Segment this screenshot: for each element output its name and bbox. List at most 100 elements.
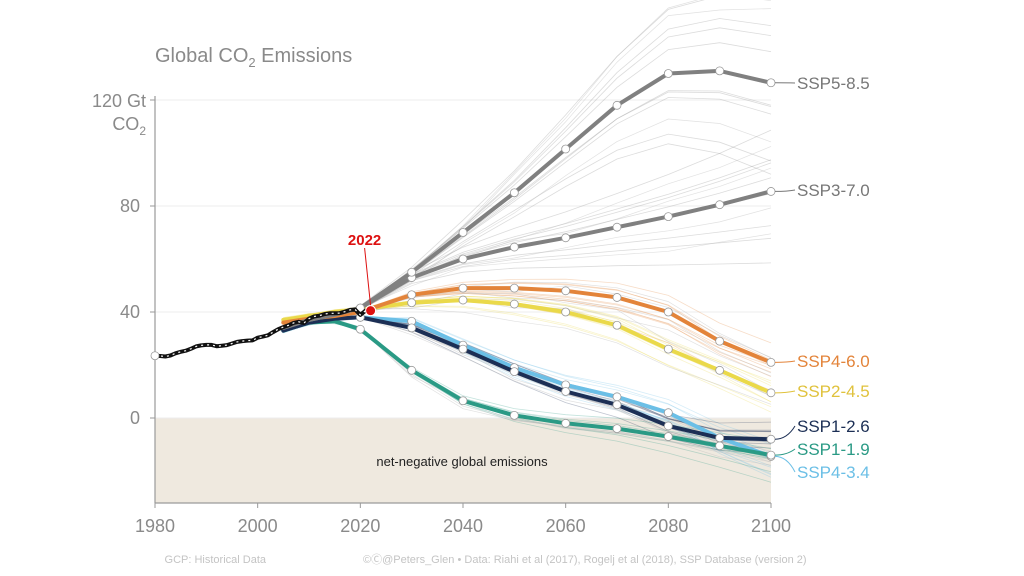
footer-left: GCP: Historical Data (165, 554, 267, 566)
series-point (612, 100, 622, 110)
ensemble-line (283, 8, 772, 329)
series-label-leader (774, 425, 796, 440)
series-point (407, 267, 417, 277)
series-point (355, 324, 365, 334)
series-label: SSP1-2.6 (797, 417, 870, 436)
series-point (509, 242, 519, 252)
y-unit-label-line1: 120 Gt (92, 91, 146, 111)
ensemble-line (283, 282, 772, 361)
marker-2022-label: 2022 (348, 232, 381, 249)
series-point (766, 450, 776, 460)
series-point (458, 254, 468, 264)
marker-2022-point (365, 305, 377, 317)
series-point (407, 298, 417, 308)
series-label: SSP4-3.4 (797, 463, 870, 482)
historical-start-point (150, 351, 160, 361)
series-point (612, 320, 622, 330)
series-point (458, 344, 468, 354)
y-unit-label-line2: CO2 (112, 114, 146, 138)
series-label-leader (774, 448, 796, 456)
series-label-leader (774, 390, 796, 394)
x-tick-label: 2080 (648, 516, 688, 536)
series-point (458, 283, 468, 293)
ensemble-line (283, 0, 705, 328)
series-point (715, 200, 725, 210)
ensemble-line (283, 322, 772, 459)
series-point (612, 222, 622, 232)
chart-title: Global CO2 Emissions (155, 45, 352, 70)
series-point (561, 387, 571, 396)
ensemble-line (283, 129, 772, 327)
series-point (766, 434, 776, 444)
x-tick-label: 2060 (546, 516, 586, 536)
series-point (663, 432, 673, 441)
historical-series (150, 307, 371, 361)
y-tick-label: 40 (120, 302, 140, 322)
series-point (766, 187, 776, 196)
series-label-leader (774, 360, 796, 363)
x-tick-labels: 1980 2000 2020 2040 2060 2080 2100 (135, 503, 791, 536)
footer-right: ©Ⓒ@Peters_Glen • Data: Riahi et al (2017… (363, 553, 807, 566)
y-tick-labels: 0 40 80 (120, 196, 140, 428)
series-point (715, 66, 725, 76)
historical-line-dots (154, 308, 371, 358)
ensemble-line (283, 0, 772, 329)
series-point (715, 365, 725, 375)
series-point (407, 323, 417, 333)
series-point (715, 336, 725, 346)
series-point (561, 233, 571, 243)
series-point (561, 307, 571, 317)
series-point (612, 400, 622, 410)
series-point (663, 421, 673, 431)
series-label: SSP2-4.5 (797, 382, 870, 401)
series-point (663, 212, 673, 222)
series-point (561, 144, 571, 154)
series-point (612, 392, 622, 402)
series-point (509, 188, 519, 198)
series-point (407, 365, 417, 375)
series-point (715, 441, 725, 451)
series-point (715, 433, 725, 443)
ssp-labels: SSP4-3.4 SSP1-1.9 SSP1-2.6 SSP2-4.5 SSP4-6.0… (774, 74, 870, 482)
x-tick-label: 2100 (751, 516, 791, 536)
series-point (766, 357, 776, 367)
ensemble-line (283, 305, 772, 408)
series-point (509, 299, 519, 309)
y-tick-label: 80 (120, 196, 140, 216)
y-tick-label: 0 (130, 408, 140, 428)
series-point (561, 418, 571, 428)
net-negative-label: net-negative global emissions (376, 454, 548, 469)
series-point (766, 78, 776, 88)
series-label: SSP5-8.5 (797, 74, 870, 93)
series-point (458, 396, 468, 406)
ensemble-line (283, 285, 772, 358)
x-tick-label: 1980 (135, 516, 175, 536)
series-label-leader (774, 189, 796, 192)
x-tick-label: 2000 (238, 516, 278, 536)
series-point (407, 290, 417, 300)
series-point (509, 410, 519, 420)
marker-leader-line (364, 247, 372, 306)
series-point (663, 344, 673, 354)
series-point (509, 283, 519, 293)
series-point (663, 69, 673, 78)
series-label: SSP4-6.0 (797, 352, 870, 371)
series-point (509, 367, 519, 377)
series-point (766, 388, 776, 398)
series-label-leader (774, 455, 796, 473)
series-point (458, 228, 468, 237)
series-label: SSP3-7.0 (797, 181, 870, 200)
ssp-series (281, 66, 776, 461)
series-point (612, 424, 622, 434)
series-point (663, 408, 673, 418)
series-line-ssp1-19 (281, 319, 773, 458)
series-point (458, 295, 468, 305)
gridlines (155, 99, 771, 419)
x-tick-label: 2020 (340, 516, 380, 536)
y-tick-marks (150, 99, 155, 419)
x-tick-label: 2040 (443, 516, 483, 536)
series-point (612, 293, 622, 302)
series-point (561, 286, 571, 296)
series-line-ssp5-85 (281, 68, 773, 330)
